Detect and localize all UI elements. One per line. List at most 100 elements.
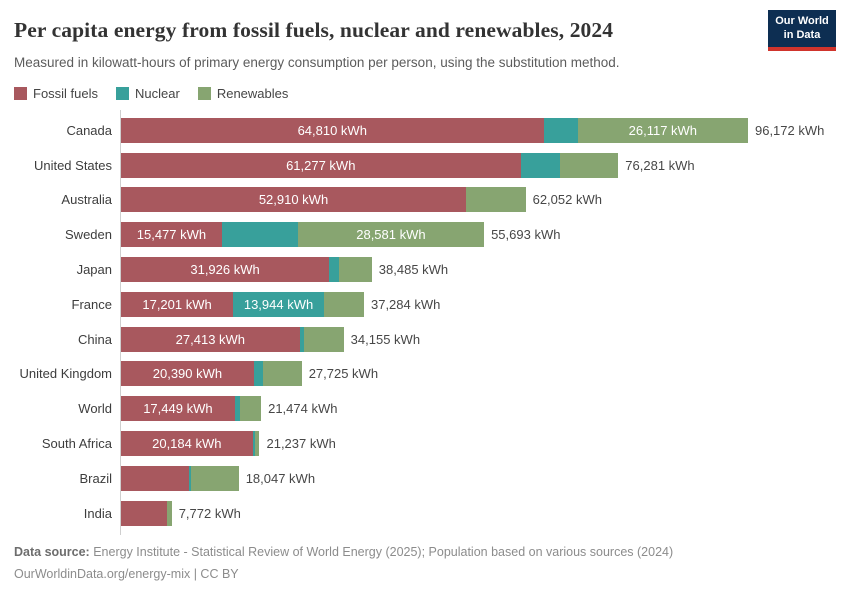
bar-segment-fossil[interactable]: 17,201 kWh	[121, 291, 234, 317]
total-value-label: 37,284 kWh	[370, 296, 441, 312]
bar-segment-fossil[interactable]	[121, 500, 168, 526]
entity-label: United Kingdom	[19, 366, 113, 382]
bar-segment-renewables[interactable]	[239, 396, 262, 422]
bar-segment-renewables[interactable]	[167, 500, 172, 526]
stacked-bar: 27,413 kWh	[121, 326, 344, 352]
segment-value-label: 26,117 kWh	[628, 122, 698, 138]
legend-label-renewables: Renewables	[216, 86, 289, 101]
bar-segment-nuclear[interactable]	[221, 222, 298, 248]
total-value-label: 27,725 kWh	[308, 366, 379, 382]
stacked-bar: 15,477 kWh 28,581 kWh	[121, 222, 485, 248]
segment-value-label: 64,810 kWh	[297, 122, 367, 138]
y-axis-line	[120, 110, 121, 535]
chart-row: France 17,201 kWh 13,944 kWh 37,284 kWh	[14, 287, 836, 322]
entity-label: India	[83, 505, 112, 521]
owid-url-link[interactable]: OurWorldinData.org/energy-mix	[14, 567, 191, 582]
legend-item-nuclear[interactable]: Nuclear	[116, 86, 180, 101]
bar-segment-fossil[interactable]: 52,910 kWh	[121, 187, 466, 213]
bar-segment-renewables[interactable]	[262, 361, 302, 387]
total-value-label: 55,693 kWh	[491, 227, 561, 243]
bar-segment-fossil[interactable]: 15,477 kWh	[121, 222, 222, 248]
legend-swatch-nuclear	[116, 87, 130, 100]
entity-label: United States	[33, 157, 112, 173]
segment-value-label: 27,413 kWh	[175, 331, 246, 347]
legend: Fossil fuels Nuclear Renewables	[14, 86, 836, 101]
stacked-bar: 17,449 kWh	[121, 396, 262, 422]
entity-label: France	[71, 296, 112, 312]
segment-value-label: 28,581 kWh	[356, 227, 426, 243]
bar-segment-nuclear[interactable]	[299, 326, 305, 352]
bar-segment-renewables[interactable]	[339, 257, 372, 283]
entity-label: Australia	[61, 192, 112, 208]
data-source-text: Energy Institute - Statistical Review of…	[89, 545, 674, 560]
bar-segment-nuclear[interactable]	[234, 396, 240, 422]
bar-segment-nuclear[interactable]: 13,944 kWh	[233, 291, 324, 317]
bar-segment-renewables[interactable]	[254, 431, 260, 457]
segment-value-label: 20,184 kWh	[152, 436, 222, 452]
entity-label: Sweden	[65, 227, 112, 243]
chart-row: Japan 31,926 kWh 38,485 kWh	[14, 252, 836, 287]
total-value-label: 96,172 kWh	[754, 122, 825, 138]
bar-segment-nuclear[interactable]	[189, 465, 191, 491]
bar-segment-nuclear[interactable]	[543, 117, 578, 143]
legend-item-fossil-fuels[interactable]: Fossil fuels	[14, 86, 98, 101]
chart-subtitle: Measured in kilowatt-hours of primary en…	[14, 55, 620, 70]
bar-segment-renewables[interactable]	[304, 326, 344, 352]
entity-label: China	[78, 331, 112, 347]
chart-footer: Data source: Energy Institute - Statisti…	[14, 542, 836, 586]
bar-segment-nuclear[interactable]	[520, 152, 560, 178]
bar-segment-renewables[interactable]	[190, 465, 239, 491]
chart-row: United States 61,277 kWh 76,281 kWh	[14, 148, 836, 183]
legend-label-nuclear: Nuclear	[135, 86, 180, 101]
bar-segment-fossil[interactable]: 17,449 kWh	[121, 396, 235, 422]
chart-row: World 17,449 kWh 21,474 kWh	[14, 391, 836, 426]
stacked-bar: 17,201 kWh 13,944 kWh	[121, 291, 364, 317]
total-value-label: 34,155 kWh	[350, 331, 421, 347]
bar-segment-fossil[interactable]: 27,413 kWh	[121, 326, 300, 352]
total-value-label: 18,047 kWh	[245, 470, 316, 486]
data-source-label: Data source:	[14, 545, 90, 560]
legend-item-renewables[interactable]: Renewables	[197, 86, 289, 101]
data-source-line: Data source: Energy Institute - Statisti…	[14, 542, 836, 564]
bar-segment-renewables[interactable]: 28,581 kWh	[297, 222, 485, 248]
segment-value-label: 17,201 kWh	[142, 296, 212, 312]
total-value-label: 21,474 kWh	[268, 401, 338, 417]
bar-segment-fossil[interactable]: 20,390 kWh	[121, 361, 254, 387]
total-value-label: 21,237 kWh	[266, 436, 336, 452]
total-value-label: 76,281 kWh	[625, 157, 695, 173]
legend-label-fossil: Fossil fuels	[33, 86, 99, 101]
total-value-label: 38,485 kWh	[378, 262, 449, 278]
bar-segment-renewables[interactable]	[466, 187, 526, 213]
bar-segment-nuclear[interactable]	[253, 361, 263, 387]
total-value-label: 62,052 kWh	[532, 192, 602, 208]
bar-segment-renewables[interactable]	[323, 291, 364, 317]
stacked-bar: 20,184 kWh	[121, 431, 260, 457]
entity-label: Brazil	[79, 470, 112, 486]
bar-chart: Canada 64,810 kWh 26,117 kWh 96,172 kWh Unit…	[14, 110, 836, 535]
chart-row: Australia 52,910 kWh 62,052 kWh	[14, 183, 836, 218]
bar-segment-fossil[interactable]	[121, 465, 189, 491]
entity-label: World	[78, 401, 112, 417]
bar-segment-fossil[interactable]: 31,926 kWh	[121, 257, 330, 283]
stacked-bar: 31,926 kWh	[121, 257, 372, 283]
entity-label: Japan	[76, 262, 112, 278]
chart-row: Canada 64,810 kWh 26,117 kWh 96,172 kWh	[14, 113, 836, 148]
owid-logo-line1: Our World	[775, 15, 829, 27]
owid-logo[interactable]: Our World in Data	[768, 10, 836, 51]
bar-segment-fossil[interactable]: 64,810 kWh	[121, 117, 544, 143]
segment-value-label: 15,477 kWh	[136, 227, 207, 243]
bar-segment-fossil[interactable]: 20,184 kWh	[121, 431, 253, 457]
bar-segment-nuclear[interactable]	[252, 431, 255, 457]
bar-segment-renewables[interactable]	[559, 152, 619, 178]
segment-value-label: 31,926 kWh	[190, 262, 260, 278]
bar-segment-nuclear[interactable]	[329, 257, 340, 283]
bar-segment-renewables[interactable]: 26,117 kWh	[577, 117, 748, 143]
total-value-label: 7,772 kWh	[178, 505, 241, 521]
chart-row: India 7,772 kWh	[14, 496, 836, 531]
stacked-bar	[121, 465, 239, 491]
bar-segment-fossil[interactable]: 61,277 kWh	[121, 152, 521, 178]
owid-logo-line2: in Data	[783, 28, 821, 41]
segment-value-label: 17,449 kWh	[143, 401, 213, 417]
segment-value-label: 13,944 kWh	[243, 296, 314, 312]
